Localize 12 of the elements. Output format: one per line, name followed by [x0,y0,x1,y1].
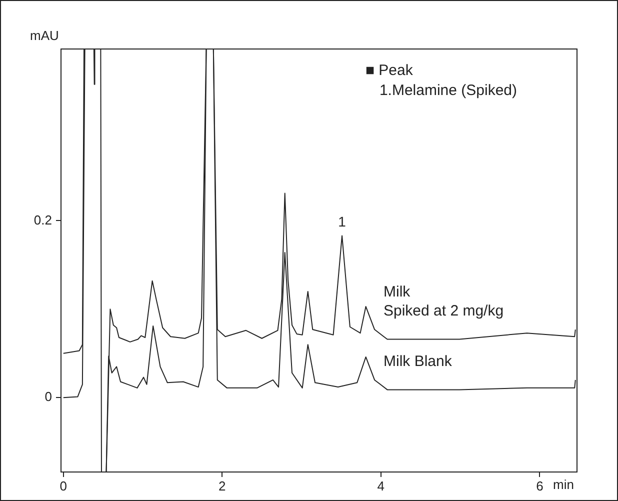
x-tick-label: 0 [60,478,67,494]
y-tick-label: 0.2 [34,212,52,228]
annotation: 1 [338,214,346,230]
x-tick-label: 4 [377,478,385,494]
x-tick-label: 2 [218,478,226,494]
x-tick-label: 6 [536,478,544,494]
x-axis-title: min [553,477,574,492]
annotation: 1.Melamine (Spiked) [379,82,518,100]
series-label: Milk Spiked at 2 mg/kg [384,284,504,320]
annotation: ■ Peak [365,62,414,80]
y-axis-title: mAU [30,28,59,44]
series-label: Milk Blank [384,353,452,370]
